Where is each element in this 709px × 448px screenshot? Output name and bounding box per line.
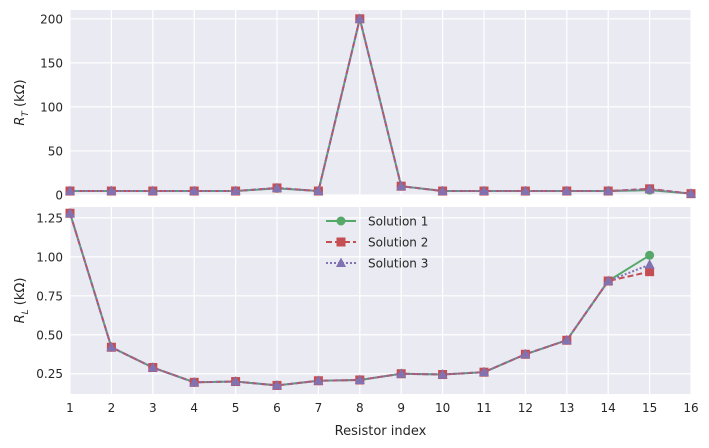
data-point-series-3 [520, 348, 531, 359]
legend-marker-3 [336, 257, 346, 267]
legend-label-3: Solution 3 [368, 257, 428, 271]
data-point-series-3 [603, 275, 614, 286]
legend-marker-2 [336, 237, 346, 247]
y-tick-label: 1.25 [36, 211, 63, 225]
x-tick-label: 14 [601, 401, 616, 415]
y-axis-label-main: R [13, 314, 28, 323]
x-tick-label: 1 [66, 401, 74, 415]
panel-rt: 0 50 100 150 200 RT (kΩ) [13, 10, 696, 203]
legend-label-2: Solution 2 [368, 236, 428, 250]
y-axis-label-subscript: T [21, 110, 31, 117]
y-axis-label-unit: (kΩ) [13, 278, 28, 310]
legend: Solution 1 Solution 2 Solution 3 [326, 215, 428, 271]
x-tick-label: 12 [518, 401, 533, 415]
data-point-series-3 [313, 185, 324, 196]
y-axis-label-unit: (kΩ) [13, 79, 28, 111]
data-point-series-3 [272, 379, 282, 390]
data-point-series-3 [479, 185, 489, 196]
data-point-series-3 [65, 185, 75, 196]
y-tick-label: 0.25 [36, 367, 63, 381]
data-point-series-3 [106, 185, 117, 196]
data-point-series-3 [189, 376, 200, 387]
data-point-series-3 [644, 183, 655, 194]
data-point-series-3 [272, 182, 282, 192]
x-tick-label: 16 [683, 401, 698, 415]
data-point-series-1 [645, 250, 655, 260]
y-axis-label-subscript: L [21, 309, 31, 314]
data-point-series-3 [396, 368, 407, 378]
data-point-series-3 [561, 185, 572, 196]
y-tick-label: 50 [48, 144, 63, 158]
y-tick-label: 0.50 [36, 328, 63, 342]
data-point-series-3 [520, 185, 531, 196]
x-tick-label: 2 [108, 401, 116, 415]
x-tick-label: 5 [232, 401, 240, 415]
y-tick-label: 200 [40, 12, 63, 26]
data-point-series-3 [230, 185, 241, 196]
data-point-series-2 [645, 267, 655, 277]
x-tick-label: 9 [397, 401, 405, 415]
y-axis-label: RT (kΩ) [13, 79, 31, 125]
data-point-series-3 [603, 185, 614, 196]
x-axis-label: Resistor index [335, 424, 427, 439]
data-point-series-3 [354, 13, 365, 23]
x-tick-label: 6 [273, 401, 281, 415]
data-point-series-3 [396, 180, 407, 191]
data-point-series-3 [313, 375, 324, 385]
y-tick-label: 0.75 [36, 289, 63, 303]
y-axis-label: RL (kΩ) [13, 278, 31, 324]
x-tick-label: 7 [315, 401, 323, 415]
y-tick-label: 150 [40, 56, 63, 70]
data-point-series-3 [354, 374, 365, 384]
y-axis-label-main: R [13, 117, 28, 126]
y-tick-label: 0 [55, 189, 63, 203]
data-point-series-3 [106, 341, 117, 352]
data-point-series-3 [437, 185, 448, 196]
x-tick-label: 8 [356, 401, 364, 415]
x-tick-label: 10 [435, 401, 450, 415]
legend-marker-1 [336, 216, 346, 226]
data-point-series-3 [644, 259, 655, 269]
data-point-series-3 [561, 334, 572, 345]
data-point-series-3 [189, 185, 200, 196]
legend-label-1: Solution 1 [368, 215, 428, 229]
x-tick-label: 4 [190, 401, 198, 415]
data-point-series-3 [230, 376, 241, 386]
data-point-series-3 [437, 369, 448, 379]
x-tick-label: 15 [642, 401, 657, 415]
x-tick-label: 13 [559, 401, 574, 415]
y-tick-label: 100 [40, 100, 63, 114]
x-tick-label: 3 [149, 401, 157, 415]
data-point-series-3 [65, 207, 75, 218]
data-point-series-3 [686, 188, 696, 198]
data-point-series-3 [479, 366, 489, 377]
x-tick-label: 11 [476, 401, 491, 415]
plot-background [70, 207, 691, 394]
series-line-3 [70, 17, 692, 195]
data-point-series-3 [147, 185, 158, 196]
data-point-series-3 [147, 362, 158, 372]
y-tick-label: 1.00 [36, 250, 63, 264]
